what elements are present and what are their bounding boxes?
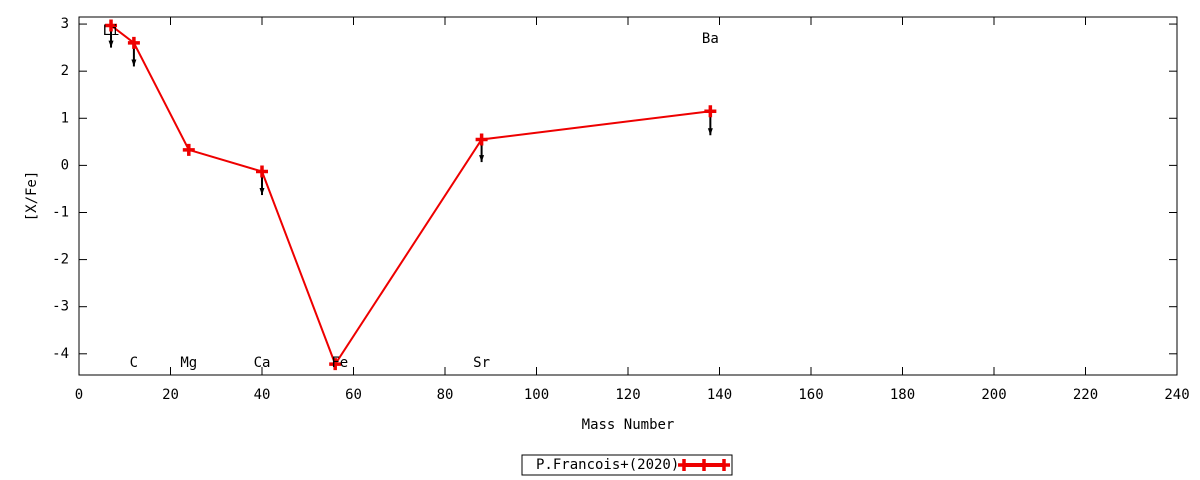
legend-marker <box>698 459 710 471</box>
plot-frame <box>78 16 1178 376</box>
legend-box <box>521 454 733 476</box>
x-tick-label: 160 <box>798 387 823 403</box>
y-tick-label: -3 <box>52 299 69 315</box>
y-tick-label: 0 <box>61 157 69 173</box>
point <box>127 36 140 49</box>
x-axis-label: Mass Number <box>582 417 675 433</box>
y-tick-label: 2 <box>61 63 69 79</box>
error-arrowhead <box>131 59 137 67</box>
x-tick-label: 40 <box>254 387 271 403</box>
point <box>704 105 717 118</box>
y-tick-label: 3 <box>61 16 69 32</box>
legend-marker <box>678 459 690 471</box>
element-label: Ba <box>702 31 719 47</box>
error-arrowhead <box>479 155 485 163</box>
x-tick-label: 0 <box>75 387 83 403</box>
x-tick-label: 120 <box>615 387 640 403</box>
y-tick-label: -4 <box>52 346 69 362</box>
error-arrowhead <box>259 188 265 196</box>
x-tick-label: 220 <box>1073 387 1098 403</box>
x-tick-label: 60 <box>345 387 362 403</box>
error-arrowhead <box>707 128 713 136</box>
legend-label: P.Francois+(2020) <box>536 457 679 473</box>
element-label: Li <box>103 23 120 39</box>
element-label: Fe <box>331 355 348 371</box>
y-tick-label: 1 <box>61 110 69 126</box>
point <box>182 143 195 156</box>
point <box>329 358 342 371</box>
x-tick-label: 80 <box>437 387 454 403</box>
y-axis-label: [X/Fe] <box>24 171 40 222</box>
x-tick-label: 140 <box>707 387 732 403</box>
element-label: Ca <box>254 355 271 371</box>
x-tick-label: 20 <box>162 387 179 403</box>
x-tick-label: 100 <box>524 387 549 403</box>
x-tick-label: 180 <box>890 387 915 403</box>
element-label: Sr <box>473 355 490 371</box>
point <box>475 133 488 146</box>
x-tick-label: 200 <box>981 387 1006 403</box>
point <box>105 19 118 32</box>
element-label: C <box>130 355 138 371</box>
y-tick-label: -1 <box>52 204 69 220</box>
point <box>256 165 268 178</box>
legend-marker <box>718 459 730 471</box>
x-tick-label: 240 <box>1164 387 1189 403</box>
y-tick-label: -2 <box>52 252 69 268</box>
error-arrowhead <box>108 40 114 48</box>
element-label: Mg <box>180 355 197 371</box>
series-line <box>110 24 711 367</box>
